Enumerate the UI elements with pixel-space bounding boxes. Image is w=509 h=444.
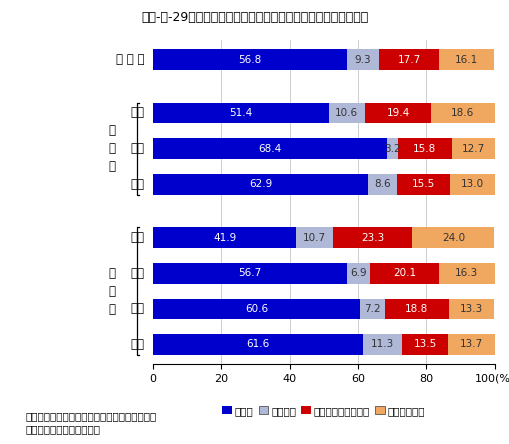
Bar <box>153 138 386 159</box>
Text: 16.3: 16.3 <box>455 268 477 278</box>
Bar <box>386 138 397 159</box>
Text: 15.5: 15.5 <box>411 179 435 189</box>
Text: 13.5: 13.5 <box>413 340 436 349</box>
Bar <box>346 263 370 284</box>
Text: 農学: 農学 <box>130 302 144 315</box>
Text: 51.4: 51.4 <box>229 108 252 118</box>
Bar <box>153 227 296 248</box>
Bar <box>296 227 332 248</box>
Bar <box>153 298 359 319</box>
Text: 24.0: 24.0 <box>441 233 464 242</box>
Text: 8.6: 8.6 <box>374 179 390 189</box>
Bar <box>153 263 346 284</box>
Bar <box>328 103 364 123</box>
Text: 23.3: 23.3 <box>360 233 383 242</box>
Text: 20.1: 20.1 <box>392 268 415 278</box>
Text: 13.7: 13.7 <box>459 340 483 349</box>
Bar <box>364 103 430 123</box>
Text: 6.9: 6.9 <box>350 268 366 278</box>
Bar <box>153 174 367 194</box>
Bar <box>397 174 449 194</box>
Text: 公立: 公立 <box>130 142 144 155</box>
Text: 19.4: 19.4 <box>386 108 409 118</box>
Text: 10.6: 10.6 <box>334 108 358 118</box>
Text: 61.6: 61.6 <box>246 340 269 349</box>
Text: 第２-１-29図　大学等の研究費の費目別構成比（平成１０年度）: 第２-１-29図 大学等の研究費の費目別構成比（平成１０年度） <box>141 11 368 24</box>
Text: 資料：総務庁統計局「科学技術研究調査報告」: 資料：総務庁統計局「科学技術研究調査報告」 <box>25 411 156 421</box>
Text: 保健: 保健 <box>130 338 144 351</box>
Text: 9.3: 9.3 <box>354 55 371 64</box>
Text: 大 学 等: 大 学 等 <box>116 53 144 66</box>
Bar <box>370 263 438 284</box>
Text: 工学: 工学 <box>130 267 144 280</box>
Bar <box>359 298 384 319</box>
Text: 10.7: 10.7 <box>302 233 325 242</box>
Bar <box>448 298 493 319</box>
Text: 41.9: 41.9 <box>213 233 236 242</box>
Text: 15.8: 15.8 <box>412 143 435 154</box>
Text: 17.7: 17.7 <box>397 55 420 64</box>
Bar <box>449 174 494 194</box>
Text: 18.8: 18.8 <box>404 304 428 314</box>
Text: 3.2: 3.2 <box>383 143 400 154</box>
Bar <box>347 49 378 70</box>
Text: 7.2: 7.2 <box>363 304 380 314</box>
Text: 56.8: 56.8 <box>238 55 261 64</box>
Bar <box>430 103 494 123</box>
Text: 60.6: 60.6 <box>244 304 268 314</box>
Text: 理学: 理学 <box>130 231 144 244</box>
Text: 68.4: 68.4 <box>258 143 281 154</box>
Bar <box>401 334 447 355</box>
Text: 組
織
別: 組 織 別 <box>108 124 115 173</box>
Bar <box>438 49 493 70</box>
Text: 国立: 国立 <box>130 107 144 119</box>
Text: 12.7: 12.7 <box>461 143 484 154</box>
Bar <box>153 103 328 123</box>
Text: 私立: 私立 <box>130 178 144 191</box>
Bar <box>367 174 397 194</box>
Bar <box>447 334 494 355</box>
Bar <box>153 334 363 355</box>
Text: 18.6: 18.6 <box>450 108 473 118</box>
Text: 13.0: 13.0 <box>460 179 483 189</box>
Text: 62.9: 62.9 <box>248 179 272 189</box>
Bar <box>384 298 448 319</box>
Bar <box>451 138 494 159</box>
Text: 16.1: 16.1 <box>455 55 477 64</box>
Text: 13.3: 13.3 <box>459 304 483 314</box>
Bar <box>397 138 451 159</box>
Bar <box>438 263 494 284</box>
Bar <box>153 49 347 70</box>
Bar <box>412 227 493 248</box>
Text: 専
門
別: 専 門 別 <box>108 266 115 316</box>
Text: 56.7: 56.7 <box>238 268 261 278</box>
Text: 11.3: 11.3 <box>371 340 393 349</box>
Bar <box>332 227 412 248</box>
Bar <box>378 49 438 70</box>
Text: （参照：付属資料（９））: （参照：付属資料（９）） <box>25 424 100 434</box>
Bar <box>363 334 401 355</box>
Legend: 人件費, 原材料費, 有形固定資産購入費, その他の経費: 人件費, 原材料費, 有形固定資産購入費, その他の経費 <box>218 402 429 420</box>
